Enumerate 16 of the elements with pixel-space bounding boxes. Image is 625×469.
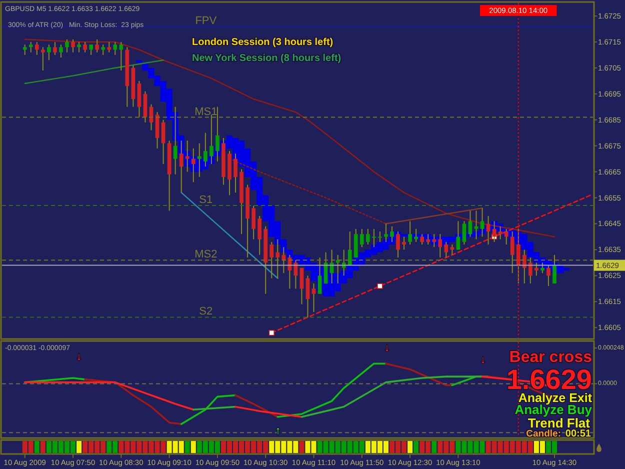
ref-line-label: MS2 (194, 248, 218, 261)
ref-line-label: S2 (199, 306, 213, 318)
annotation: ↓ (480, 354, 486, 366)
annotation: ↓ (384, 342, 390, 354)
annotation: ↑ (275, 425, 281, 437)
annotation: 00:51 (565, 428, 592, 440)
annotation: Trend Flat (528, 416, 591, 430)
annotation: ↓ (76, 351, 82, 363)
ref-line-label: S1 (199, 194, 213, 206)
annotation: Candle: (526, 428, 561, 440)
ref-line-label: FPV (195, 14, 218, 27)
annotation: Analyze Exit (518, 391, 593, 405)
annotation: New York Session (8 hours left) (192, 53, 342, 64)
ref-line-label: MS1 (194, 106, 218, 118)
annotation: Bear cross (509, 349, 592, 366)
annotation: London Session (3 hours left) (192, 37, 334, 48)
